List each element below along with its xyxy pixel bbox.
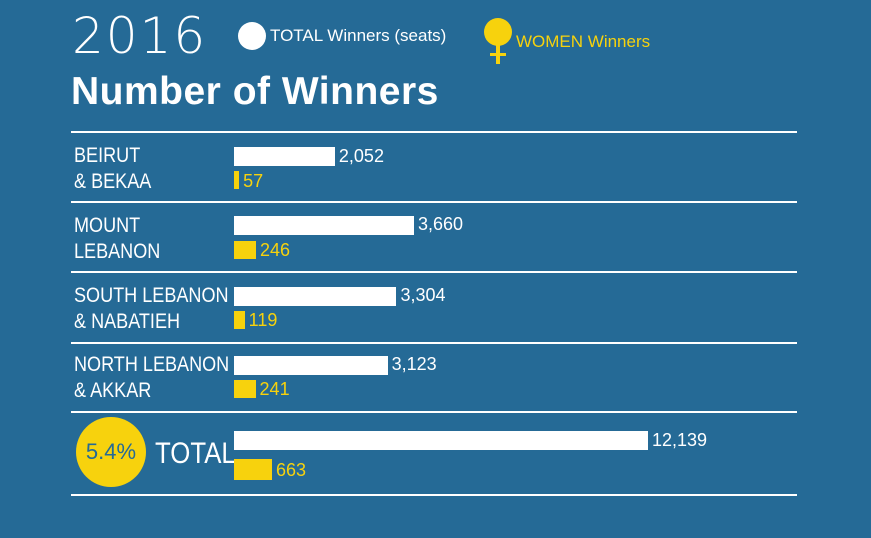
legend-total: TOTAL Winners (seats) bbox=[238, 22, 446, 50]
divider bbox=[71, 131, 797, 133]
divider bbox=[71, 494, 797, 496]
female-symbol-icon bbox=[484, 18, 512, 66]
legend-total-label: TOTAL Winners (seats) bbox=[270, 26, 447, 45]
total-bar bbox=[234, 287, 397, 306]
women-bar bbox=[234, 241, 256, 259]
total-value-label: 3,660 bbox=[418, 214, 464, 234]
women-percent-badge: 5.4% bbox=[76, 417, 146, 487]
total-bar bbox=[234, 356, 388, 375]
total-value-label: 3,304 bbox=[400, 285, 446, 305]
legend-women: WOMEN Winners bbox=[484, 18, 650, 66]
total-bar bbox=[234, 147, 335, 166]
legend-women-label: WOMEN Winners bbox=[516, 32, 651, 51]
women-value-label: 241 bbox=[259, 379, 290, 399]
total-bar bbox=[234, 216, 414, 235]
total-value-label: 12,139 bbox=[652, 430, 708, 450]
women-value-label: 246 bbox=[260, 240, 291, 260]
row-label-beirut-bekaa: BEIRUT & BEKAA bbox=[74, 144, 152, 193]
women-bar bbox=[234, 459, 272, 480]
total-row-label: TOTAL bbox=[155, 437, 236, 470]
women-bar bbox=[234, 171, 240, 189]
women-value-label: 57 bbox=[243, 171, 264, 191]
total-value-label: 2,052 bbox=[338, 146, 384, 166]
divider bbox=[71, 342, 797, 344]
women-bar bbox=[234, 311, 245, 329]
white-circle-icon bbox=[238, 22, 266, 50]
row-label-north-lebanon-akkar: NORTH LEBANON & AKKAR bbox=[74, 353, 230, 402]
row-label-south-lebanon-nabatieh: SOUTH LEBANON & NABATIEH bbox=[74, 284, 229, 333]
women-bar bbox=[234, 380, 256, 398]
divider bbox=[71, 201, 797, 203]
divider bbox=[71, 271, 797, 273]
women-value-label: 119 bbox=[248, 310, 278, 330]
total-bar bbox=[234, 431, 648, 450]
divider bbox=[71, 411, 797, 413]
chart-title: Number of Winners bbox=[71, 70, 439, 113]
row-label-mount-lebanon: MOUNT LEBANON bbox=[74, 214, 161, 263]
women-value-label: 663 bbox=[276, 460, 307, 480]
total-value-label: 3,123 bbox=[391, 354, 437, 374]
year-heading: 2016 bbox=[72, 7, 208, 65]
